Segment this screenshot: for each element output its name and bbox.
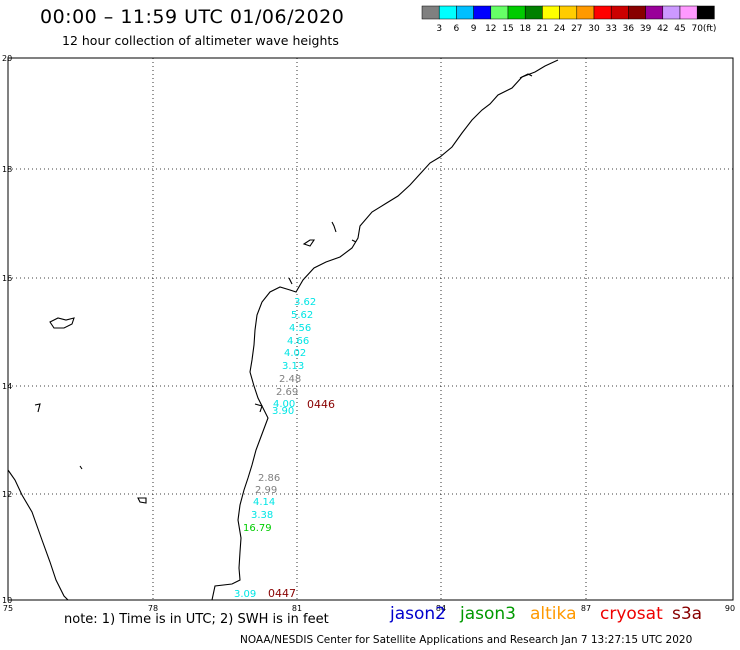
colorbar-label: 42 xyxy=(657,24,668,34)
map-frame xyxy=(7,57,734,601)
colorbar-swatch xyxy=(456,5,474,20)
colorbar-label: 12 xyxy=(485,24,496,34)
page-subtitle: 12 hour collection of altimeter wave hei… xyxy=(62,33,339,48)
colorbar-swatch xyxy=(662,5,681,20)
island-8 xyxy=(519,73,533,79)
island-9 xyxy=(288,277,293,285)
satellite-jason3: jason3 xyxy=(460,604,516,624)
island-3 xyxy=(302,239,316,247)
island-10 xyxy=(254,403,263,413)
lat-label: 14 xyxy=(2,382,12,391)
lat-label: 10 xyxy=(2,596,12,605)
satellite-cryosat: cryosat xyxy=(600,604,663,624)
colorbar-label: 9 xyxy=(471,24,477,34)
wave-height-label: 2.69 xyxy=(276,387,298,398)
colorbar-swatch xyxy=(696,5,715,20)
coastline-west xyxy=(7,469,69,601)
colorbar-label: 18 xyxy=(519,24,531,34)
footer-note: note: 1) Time is in UTC; 2) SWH is in fe… xyxy=(64,612,329,627)
wave-height-label: 3.62 xyxy=(294,297,316,308)
page-title: 00:00 – 11:59 UTC 01/06/2020 xyxy=(40,6,345,28)
island-1 xyxy=(49,317,75,329)
island-5 xyxy=(34,403,41,413)
pass-time-label: 0446 xyxy=(307,398,335,411)
colorbar-swatch xyxy=(524,5,543,20)
colorbar-swatch xyxy=(645,5,664,20)
colorbar-label: 33 xyxy=(605,24,616,34)
colorbar-swatch xyxy=(576,5,595,20)
lat-label: 16 xyxy=(2,274,12,283)
wave-height-label: 2.86 xyxy=(258,473,280,484)
island-6 xyxy=(137,497,147,504)
lon-label: 90 xyxy=(725,604,735,613)
colorbar-swatch xyxy=(542,5,560,20)
satellite-altika: altika xyxy=(530,604,577,624)
island-4 xyxy=(351,239,357,243)
wave-height-label: 4.14 xyxy=(253,497,275,508)
wave-height-label: 4.56 xyxy=(289,323,311,334)
wave-height-label: 4.02 xyxy=(284,348,306,359)
colorbar-label: 70 xyxy=(691,24,703,34)
colorbar-label: 45 xyxy=(674,24,685,34)
wave-height-label: 2.99 xyxy=(255,485,277,496)
colorbar xyxy=(421,5,715,20)
wave-height-label: 5.62 xyxy=(291,310,313,321)
wave-height-label: 3.13 xyxy=(282,361,304,372)
lon-label: 87 xyxy=(581,604,591,613)
wave-height-label: 3.38 xyxy=(251,510,273,521)
colorbar-swatch xyxy=(679,5,698,20)
satellite-s3a: s3a xyxy=(672,604,703,624)
colorbar-label: 3 xyxy=(436,24,442,34)
colorbar-label: 39 xyxy=(640,24,652,34)
lat-label: 18 xyxy=(2,165,12,174)
colorbar-labels: 3 6 9 12 15 18 21 24 27 30 33 36 39 42 45 70 (ft) xyxy=(436,24,716,34)
colorbar-swatch xyxy=(593,5,612,20)
lon-label: 81 xyxy=(292,604,302,613)
pass-time-label: 0447 xyxy=(268,587,296,600)
wave-height-label: 4.66 xyxy=(287,336,309,347)
wave-height-label: 3.90 xyxy=(272,406,294,417)
axis-labels: 75 78 81 84 87 90 20 18 16 14 12 10 xyxy=(2,54,735,613)
colorbar-label: 15 xyxy=(502,24,513,34)
coastline-mainland xyxy=(211,59,559,601)
lon-label: 75 xyxy=(3,604,13,613)
coastline xyxy=(7,59,559,601)
satellite-jason2: jason2 xyxy=(390,604,446,624)
footer-credit: NOAA/NESDIS Center for Satellite Applica… xyxy=(240,634,693,646)
lat-label: 20 xyxy=(2,54,12,63)
colorbar-label: 27 xyxy=(571,24,582,34)
wave-height-label: 3.09 xyxy=(234,589,256,600)
observation-labels: 3.62 5.62 4.56 4.664.02 3.13 2.48 2.694.003.90… xyxy=(234,297,335,600)
lon-label: 78 xyxy=(148,604,158,613)
wave-height-label: 16.79 xyxy=(243,523,272,534)
island-7 xyxy=(79,465,83,470)
colorbar-swatch xyxy=(438,5,457,20)
colorbar-swatch xyxy=(421,5,440,20)
map-grid xyxy=(8,58,733,600)
colorbar-label: 24 xyxy=(554,24,566,34)
colorbar-unit: (ft) xyxy=(703,24,717,34)
colorbar-swatch xyxy=(628,5,646,20)
wave-height-label: 4.00 xyxy=(273,399,295,410)
colorbar-label: 6 xyxy=(454,24,460,34)
colorbar-label: 30 xyxy=(588,24,600,34)
colorbar-label: 36 xyxy=(623,24,635,34)
colorbar-swatch xyxy=(490,5,509,20)
colorbar-swatch xyxy=(507,5,526,20)
island-2 xyxy=(331,221,337,233)
colorbar-swatch xyxy=(610,5,629,20)
colorbar-swatch xyxy=(559,5,578,20)
lon-label: 84 xyxy=(436,604,446,613)
wave-height-label: 2.48 xyxy=(279,374,301,385)
colorbar-swatch xyxy=(473,5,492,20)
lat-label: 12 xyxy=(2,490,12,499)
colorbar-label: 21 xyxy=(537,24,548,34)
